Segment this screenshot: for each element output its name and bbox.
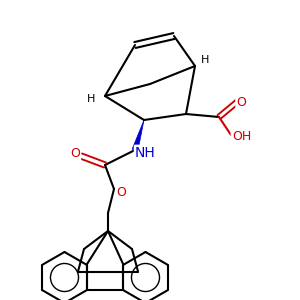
Text: O: O [70, 146, 80, 160]
Text: H: H [87, 94, 96, 104]
Polygon shape [132, 120, 144, 151]
Text: O: O [237, 95, 246, 109]
Text: OH: OH [232, 130, 251, 143]
Text: NH: NH [135, 146, 156, 160]
Text: H: H [201, 55, 210, 65]
Text: O: O [117, 185, 126, 199]
